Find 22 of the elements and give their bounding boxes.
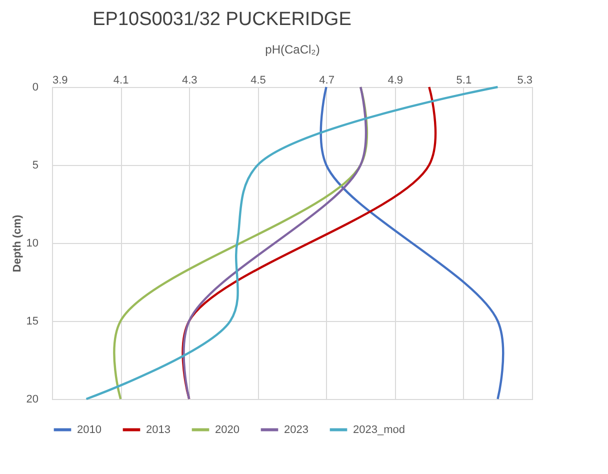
x-tick-label: 4.3	[182, 74, 198, 86]
x-tick-label: 3.9	[52, 74, 68, 86]
legend-label: 2023_mod	[353, 424, 405, 436]
x-tick-label: 4.1	[113, 74, 129, 86]
legend-label: 2020	[215, 424, 240, 436]
x-axis-title: pH(CaCl₂)	[265, 42, 320, 56]
x-tick-label: 5.3	[517, 74, 532, 86]
y-tick-label: 5	[32, 160, 38, 172]
line-series	[85, 86, 499, 400]
chart-title: EP10S0031/32 PUCKERIDGE	[92, 9, 352, 30]
y-tick-label: 20	[26, 394, 38, 406]
x-tick-label: 4.9	[388, 74, 404, 86]
x-tick-label: 4.7	[319, 74, 334, 86]
y-axis-title: Depth (cm)	[11, 214, 24, 272]
legend-label: 2010	[77, 424, 102, 436]
x-tick-label: 4.5	[250, 74, 266, 86]
y-tick-label: 10	[26, 238, 38, 250]
y-tick-label: 0	[32, 82, 38, 94]
legend-label: 2013	[146, 424, 170, 436]
y-tick-label: 15	[26, 316, 38, 328]
legend-label: 2023	[284, 424, 308, 436]
x-tick-label: 5.1	[456, 74, 472, 86]
